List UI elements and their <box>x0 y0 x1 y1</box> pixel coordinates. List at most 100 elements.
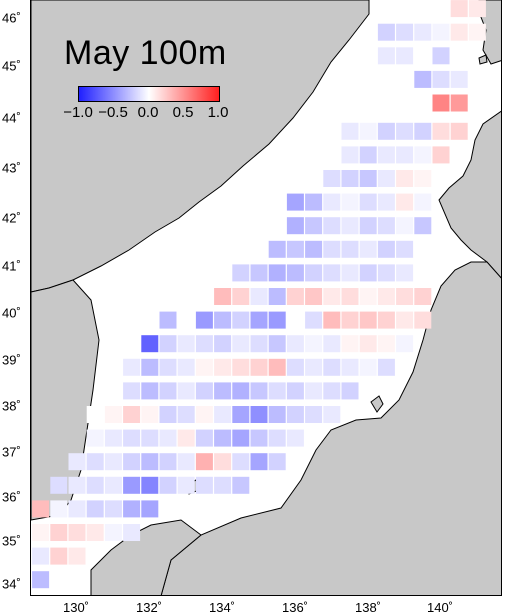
anomaly-cell <box>214 406 232 423</box>
anomaly-cell <box>450 23 468 41</box>
anomaly-cell <box>68 547 86 565</box>
anomaly-cell <box>323 335 341 353</box>
anomaly-cell <box>214 358 232 376</box>
anomaly-cell <box>377 217 395 235</box>
anomaly-cell <box>341 146 359 164</box>
anomaly-cell <box>341 288 359 305</box>
anomaly-cell <box>359 170 377 187</box>
anomaly-cell <box>250 358 268 376</box>
anomaly-cell <box>396 170 414 187</box>
anomaly-cell <box>159 476 177 494</box>
anomaly-cell <box>141 476 159 494</box>
anomaly-cell <box>177 476 195 494</box>
anomaly-cell <box>268 288 286 305</box>
anomaly-cell <box>377 240 395 258</box>
map-canvas <box>31 0 501 595</box>
anomaly-cell <box>177 429 195 447</box>
anomaly-cell <box>250 453 268 471</box>
land-west-japan <box>90 519 202 595</box>
anomaly-cell <box>195 382 213 400</box>
anomaly-cell <box>286 264 304 282</box>
anomaly-cell <box>214 311 232 329</box>
anomaly-cells <box>32 0 486 589</box>
lon-label: 134˚ <box>208 600 236 615</box>
anomaly-cell <box>377 146 395 164</box>
anomaly-cell <box>177 358 195 376</box>
anomaly-cell <box>414 170 432 187</box>
anomaly-cell <box>268 429 286 447</box>
anomaly-cell <box>123 406 141 423</box>
anomaly-cell <box>396 335 414 353</box>
lat-label: 36˚ <box>2 489 21 505</box>
anomaly-cell <box>450 94 468 112</box>
anomaly-cell <box>323 264 341 282</box>
anomaly-cell <box>123 453 141 471</box>
anomaly-cell <box>268 406 286 423</box>
anomaly-cell <box>286 406 304 423</box>
anomaly-cell <box>359 122 377 140</box>
lat-label: 37˚ <box>2 444 21 460</box>
anomaly-cell <box>432 122 450 140</box>
anomaly-cell <box>414 122 432 140</box>
anomaly-cell <box>396 146 414 164</box>
anomaly-cell <box>104 429 122 447</box>
anomaly-cell <box>104 524 122 541</box>
anomaly-cell <box>195 358 213 376</box>
anomaly-cell <box>232 406 250 423</box>
anomaly-cell <box>396 240 414 258</box>
anomaly-cell <box>250 429 268 447</box>
anomaly-cell <box>250 382 268 400</box>
lat-label: 43˚ <box>2 160 21 176</box>
anomaly-cell <box>50 524 68 541</box>
anomaly-cell <box>377 264 395 282</box>
anomaly-cell <box>377 288 395 305</box>
anomaly-cell <box>250 264 268 282</box>
lat-label: 44˚ <box>2 110 21 126</box>
lat-label: 39˚ <box>2 352 21 368</box>
anomaly-cell <box>86 476 104 494</box>
anomaly-cell <box>141 335 159 353</box>
anomaly-cell <box>32 524 50 541</box>
anomaly-cell <box>141 406 159 423</box>
anomaly-cell <box>323 406 341 423</box>
anomaly-cell <box>123 500 141 518</box>
anomaly-cell <box>268 240 286 258</box>
anomaly-cell <box>414 70 432 88</box>
anomaly-cell <box>432 146 450 164</box>
anomaly-cell <box>468 23 486 41</box>
anomaly-cell <box>396 288 414 305</box>
anomaly-cell <box>305 217 323 235</box>
anomaly-cell <box>305 335 323 353</box>
anomaly-cell <box>177 453 195 471</box>
colorbar-tick: 1.0 <box>207 104 229 121</box>
lon-label: 140˚ <box>426 600 454 615</box>
lat-label: 42˚ <box>2 210 21 226</box>
anomaly-cell <box>377 193 395 211</box>
anomaly-cell <box>268 453 286 471</box>
anomaly-cell <box>195 429 213 447</box>
anomaly-cell <box>323 170 341 187</box>
anomaly-cell <box>268 311 286 329</box>
anomaly-cell <box>32 547 50 565</box>
anomaly-cell <box>341 240 359 258</box>
anomaly-cell <box>341 311 359 329</box>
anomaly-cell <box>159 406 177 423</box>
anomaly-cell <box>232 335 250 353</box>
anomaly-cell <box>250 335 268 353</box>
anomaly-cell <box>250 406 268 423</box>
anomaly-cell <box>141 429 159 447</box>
anomaly-cell <box>159 358 177 376</box>
anomaly-cell <box>104 476 122 494</box>
anomaly-cell <box>195 335 213 353</box>
anomaly-cell <box>396 193 414 211</box>
anomaly-cell <box>195 311 213 329</box>
land-rishiri <box>478 54 488 65</box>
anomaly-cell <box>232 264 250 282</box>
anomaly-cell <box>341 335 359 353</box>
anomaly-cell <box>414 217 432 235</box>
lat-label: 35˚ <box>2 533 21 549</box>
anomaly-cell <box>232 311 250 329</box>
anomaly-cell <box>195 476 213 494</box>
colorbar-ticks: −1.0 −0.5 0.0 0.5 1.0 <box>60 104 240 124</box>
anomaly-cell <box>214 335 232 353</box>
